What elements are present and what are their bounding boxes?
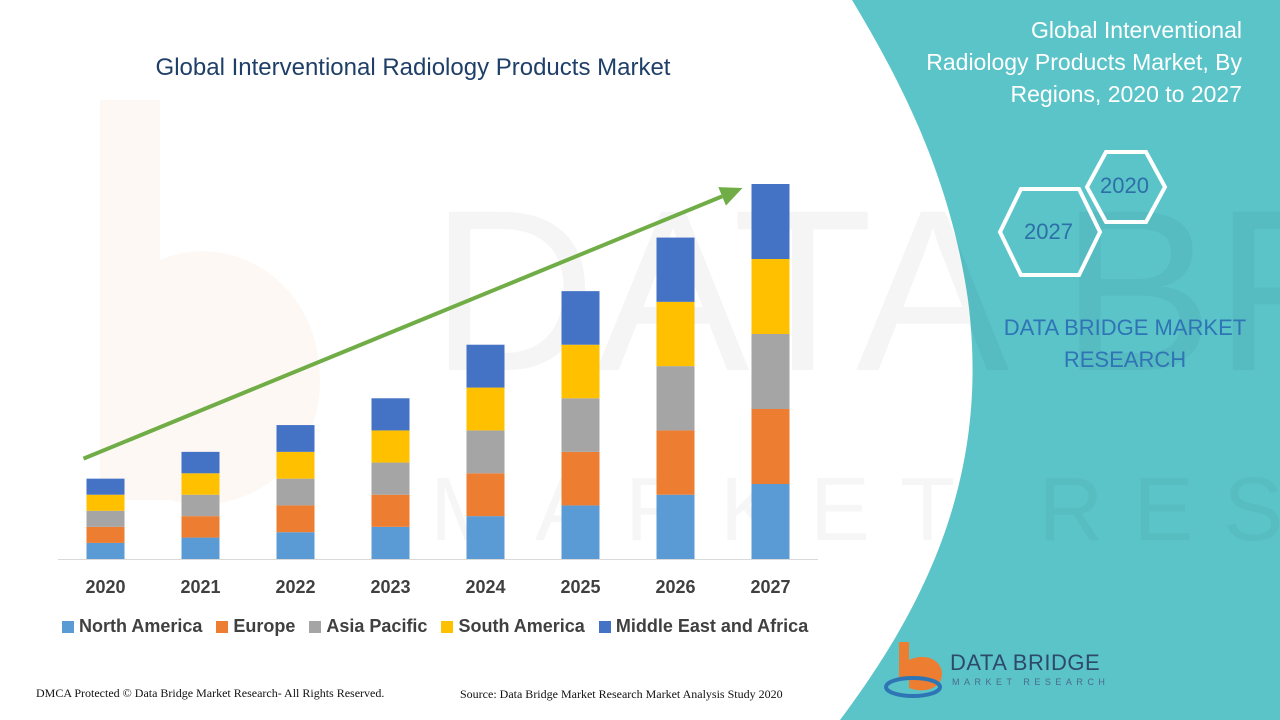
legend-swatch — [62, 620, 74, 633]
bar-segment — [751, 409, 790, 484]
bar-segment — [86, 494, 125, 511]
hex-label-end: 2027 — [1024, 219, 1073, 244]
bar-segment — [276, 532, 315, 559]
bar-segment — [656, 494, 695, 559]
panel-title-line: Global Interventional — [1031, 17, 1242, 43]
chart-title: Global Interventional Radiology Products… — [155, 54, 671, 81]
bar-segment — [751, 184, 790, 259]
bar-segment — [561, 344, 600, 399]
hexagon-2020 — [1084, 150, 1168, 224]
teal-side-panel — [840, 0, 1280, 720]
bar-segment — [181, 451, 220, 474]
bar-segment — [561, 451, 600, 506]
hex-label-start: 2020 — [1100, 173, 1149, 198]
x-tick-label: 2021 — [180, 577, 220, 597]
bar-segment — [656, 430, 695, 495]
bar-segment — [466, 473, 505, 517]
bar-segment — [656, 237, 695, 302]
copyright-text: DMCA Protected © Data Bridge Market Rese… — [36, 686, 385, 700]
source-text: Source: Data Bridge Market Research Mark… — [460, 687, 783, 701]
x-tick-label: 2023 — [370, 577, 410, 597]
bar-segment — [656, 301, 695, 367]
bar-segment — [276, 451, 315, 479]
bar-segment — [751, 334, 790, 409]
x-tick-label: 2026 — [655, 577, 695, 597]
legend-swatch — [441, 620, 454, 633]
brand-text-line: RESEARCH — [1063, 347, 1187, 372]
bar-segment — [86, 510, 125, 527]
bar-segment — [466, 430, 505, 474]
legend-label: North America — [79, 616, 203, 636]
watermark-logo — [100, 100, 320, 505]
chart-legend: North America Europe Asia Pacific South Ame… — [62, 616, 808, 637]
bar-segment — [561, 505, 600, 559]
bar-segment — [181, 494, 220, 517]
legend-item: South America — [441, 616, 585, 637]
logo-tagline: MARKET RESEARCH — [952, 677, 1110, 687]
brand-text: DATA BRIDGE MARKET RESEARCH — [990, 312, 1260, 376]
legend-label: South America — [458, 616, 585, 636]
bar-segment — [371, 526, 410, 559]
panel-title-line: Regions, 2020 to 2027 — [1010, 81, 1242, 107]
trend-arrow-head — [718, 187, 743, 206]
bar-segment — [181, 537, 220, 559]
hexagon-2027 — [997, 187, 1103, 277]
legend-item: Middle East and Africa — [598, 616, 809, 637]
bar-segment — [466, 516, 505, 559]
brand-text-line: DATA BRIDGE MARKET — [1003, 315, 1247, 340]
panel-title-line: Radiology Products Market, By — [926, 49, 1242, 75]
legend-item: Asia Pacific — [309, 616, 427, 637]
bar-segment — [276, 478, 315, 506]
bar-segment — [561, 291, 600, 345]
logo-icon — [884, 642, 942, 698]
legend-item: Europe — [216, 616, 295, 637]
bar-segment — [276, 505, 315, 533]
bar-segment — [86, 478, 125, 495]
legend-swatch — [309, 620, 322, 633]
bar-segment — [751, 259, 790, 334]
bar-segment — [751, 484, 790, 559]
bar-segment — [561, 398, 600, 452]
bar-segment — [371, 494, 410, 527]
legend-swatch — [598, 620, 611, 633]
trend-arrow-line — [82, 194, 723, 461]
x-tick-label: 2025 — [560, 577, 600, 597]
bar-segment — [371, 398, 410, 431]
x-tick-label: 2020 — [85, 577, 125, 597]
x-tick-label: 2027 — [750, 577, 790, 597]
bar-segment — [276, 425, 315, 452]
bar-segment — [656, 366, 695, 431]
panel-title: Global Interventional Radiology Products… — [882, 14, 1242, 110]
x-tick-label: 2024 — [465, 577, 505, 597]
bar-segment — [86, 526, 125, 543]
legend-item: North America — [62, 616, 202, 637]
legend-label: Asia Pacific — [326, 616, 428, 636]
legend-label: Middle East and Africa — [615, 616, 809, 636]
x-tick-label: 2022 — [275, 577, 315, 597]
bar-segment — [181, 473, 220, 495]
logo-name: DATA BRIDGE — [950, 650, 1101, 675]
bar-segment — [86, 542, 125, 559]
bar-segment — [371, 462, 410, 495]
legend-label: Europe — [233, 616, 296, 636]
bar-segment — [181, 516, 220, 538]
bar-segment — [466, 387, 505, 431]
legend-swatch — [216, 620, 229, 633]
bar-segment — [466, 344, 505, 388]
bar-segment — [371, 430, 410, 463]
